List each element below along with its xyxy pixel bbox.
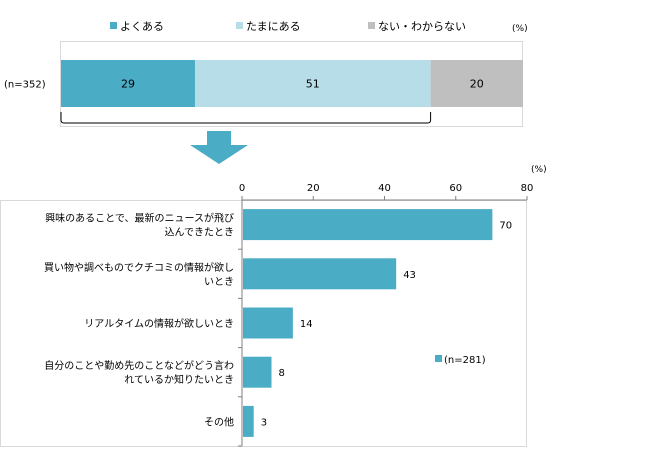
category-label-4-line-2: れているか知りたいとき — [124, 373, 234, 386]
bar-value-3: 14 — [300, 319, 313, 330]
category-label-5: その他 — [204, 415, 234, 428]
bar-5 — [243, 405, 254, 437]
bar-4 — [243, 356, 272, 388]
legend-label-3: ない・わからない — [378, 20, 466, 33]
category-label-1-line-1: 興味のあることで、最新のニュースが飛び — [45, 212, 234, 225]
legend-swatch-2 — [236, 22, 243, 29]
legend-label-1: よくある — [120, 20, 164, 33]
stacked-bar-value-3: 20 — [470, 78, 484, 91]
down-arrow-icon — [190, 131, 248, 164]
category-label-1-line-2: 込んできたとき — [165, 227, 235, 239]
legend-swatch-3 — [368, 22, 375, 29]
unit-label-top: (%) — [512, 24, 528, 34]
bar-1 — [243, 209, 493, 241]
bar-value-1: 70 — [499, 221, 512, 232]
category-label-2-line-1: 買い物や調べものでクチコミの情報が欲し — [44, 261, 234, 274]
bar-value-4: 8 — [279, 368, 285, 379]
bar-2 — [243, 258, 397, 290]
stacked-bar-segment-2 — [194, 60, 431, 107]
legend-swatch-bottom — [435, 355, 442, 362]
category-label-4-line-1: 自分のことや勤め先のことなどがどう言わ — [44, 359, 234, 372]
stacked-bar-segment-1 — [61, 60, 195, 107]
x-tick-label-4: 60 — [449, 183, 462, 194]
x-tick-label-1: 0 — [239, 183, 245, 194]
legend-label-bottom: (n=281) — [444, 355, 486, 366]
bracket — [60, 112, 432, 124]
stacked-bar-category: (n=352) — [4, 80, 46, 91]
bar-value-2: 43 — [403, 270, 416, 281]
x-tick-label-2: 20 — [307, 183, 320, 194]
bar-3 — [243, 307, 293, 339]
unit-label-bottom: (%) — [531, 165, 547, 175]
category-label-2-line-2: いとき — [204, 276, 234, 288]
legend-label-2: たまにある — [246, 20, 301, 33]
stacked-bar-segment-3 — [430, 60, 523, 107]
category-label-3: リアルタイムの情報が欲しいとき — [84, 317, 234, 330]
bar-value-5: 3 — [261, 417, 267, 428]
x-tick-label-3: 40 — [378, 183, 391, 194]
legend-swatch-1 — [110, 22, 117, 29]
x-tick-label-5: 80 — [521, 183, 534, 194]
stacked-bar-value-2: 51 — [306, 78, 320, 91]
stacked-bar-value-1: 29 — [121, 78, 135, 91]
